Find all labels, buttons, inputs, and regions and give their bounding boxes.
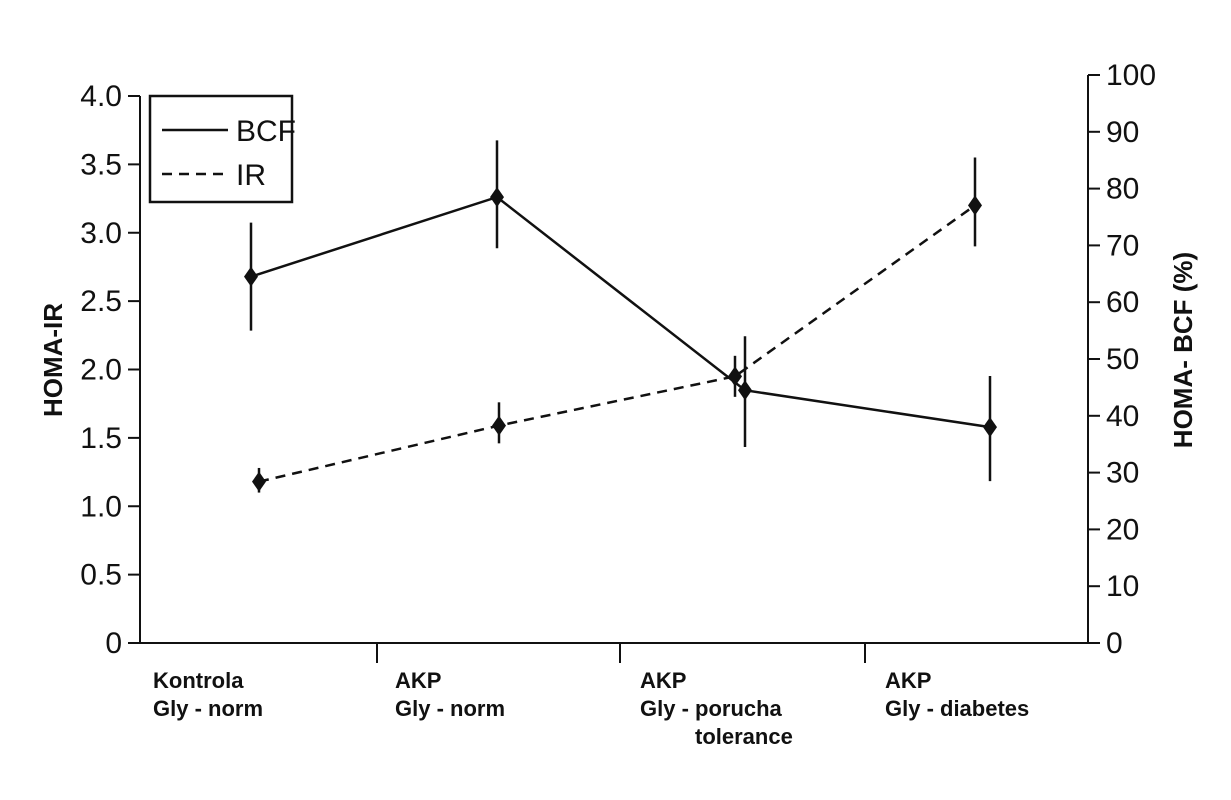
right-y-tick-label: 60 <box>1106 286 1139 319</box>
right-y-tick-label: 30 <box>1106 457 1139 490</box>
data-point-ir <box>968 195 982 216</box>
left-y-tick-label: 1.0 <box>80 490 122 523</box>
left-axis-title: HOMA-IR <box>38 303 68 417</box>
series-line-bcf <box>250 195 991 429</box>
x-category-label-line: Gly - porucha <box>640 696 783 721</box>
x-category-label: AKP Gly - norm <box>395 668 505 721</box>
legend-box <box>148 94 294 204</box>
data-point-bcf <box>738 380 752 401</box>
left-y-tick-label: 3.5 <box>80 148 122 181</box>
right-y-tick-label: 50 <box>1106 343 1139 376</box>
left-y-tick-label: 4.0 <box>80 80 122 113</box>
data-point-ir <box>728 366 742 387</box>
x-category-label: AKP Gly - diabetes <box>885 668 1029 721</box>
x-category-label-line: Gly - norm <box>395 696 505 721</box>
x-category-label-line: AKP <box>885 668 931 693</box>
x-category-label-line: Gly - norm <box>153 696 263 721</box>
right-y-tick-label: 80 <box>1106 173 1139 206</box>
left-y-tick-label: 0.5 <box>80 559 122 592</box>
right-axis-title: HOMA- BCF (%) <box>1168 252 1198 448</box>
left-y-tick-label: 2.5 <box>80 285 122 318</box>
axes-layer <box>128 74 1100 663</box>
x-category-label-line: AKP <box>640 668 686 693</box>
legend-label-ir: IR <box>236 159 266 192</box>
x-category-label-line: Kontrola <box>153 668 244 693</box>
series-line-ir <box>258 204 976 483</box>
right-y-tick-label: 40 <box>1106 400 1139 433</box>
left-y-tick-label: 0 <box>105 627 122 660</box>
x-category-label-line: AKP <box>395 668 441 693</box>
right-y-tick-label: 100 <box>1106 59 1156 92</box>
x-category-label-line: Gly - diabetes <box>885 696 1029 721</box>
right-y-tick-label: 10 <box>1106 570 1139 603</box>
right-y-tick-label: 20 <box>1106 513 1139 546</box>
data-point-bcf <box>983 417 997 438</box>
right-y-tick-label: 70 <box>1106 229 1139 262</box>
series-layer <box>244 140 997 493</box>
right-y-tick-label: 0 <box>1106 627 1123 660</box>
x-category-label-line: tolerance <box>695 724 793 749</box>
labels-layer: 0 0.5 1.0 1.5 2.0 2.5 3.0 3.5 4.0 0 10 20 30 40 50 60 70… <box>38 59 1198 749</box>
x-category-label: Kontrola Gly - norm <box>153 668 263 721</box>
right-y-tick-label: 90 <box>1106 116 1139 149</box>
data-point-ir <box>492 415 506 436</box>
left-y-tick-label: 3.0 <box>80 217 122 250</box>
x-category-label: AKP Gly - porucha tolerance <box>640 668 793 749</box>
data-point-bcf <box>244 266 258 287</box>
legend: BCF IR <box>148 94 296 204</box>
left-y-tick-label: 1.5 <box>80 422 122 455</box>
data-point-bcf <box>490 187 504 208</box>
data-point-ir <box>252 471 266 492</box>
left-y-tick-label: 2.0 <box>80 354 122 387</box>
legend-label-bcf: BCF <box>236 115 296 148</box>
